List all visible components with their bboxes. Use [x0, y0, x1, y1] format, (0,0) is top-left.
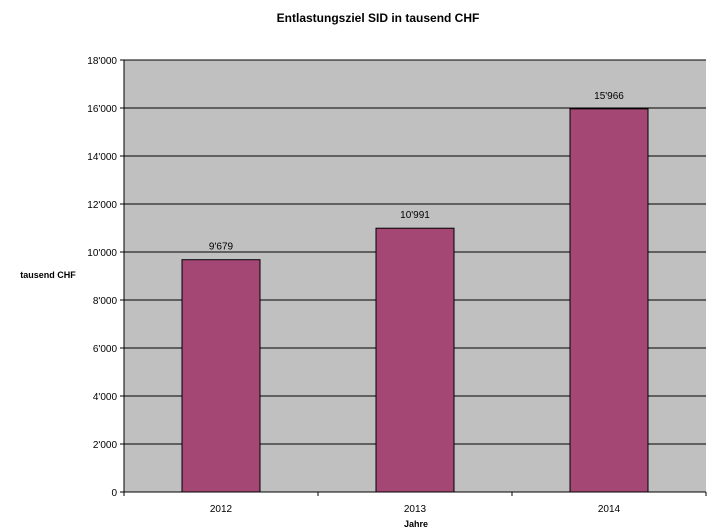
y-tick-label: 6'000 — [93, 344, 118, 355]
bars — [181, 108, 649, 493]
x-axis-title: Jahre — [404, 519, 428, 529]
x-tick-label: 2014 — [598, 504, 621, 515]
y-axis-ticks: 0 2'000 4'000 6'000 8'000 10'000 12'000 14'000 1… — [87, 56, 117, 499]
y-tick-label: 4'000 — [93, 392, 118, 403]
bar — [569, 108, 649, 493]
axes — [120, 59, 707, 496]
data-label: 9'679 — [209, 242, 234, 253]
y-tick-label: 14'000 — [87, 152, 117, 163]
y-axis-title: tausend CHF — [20, 270, 76, 280]
y-tick-label: 10'000 — [87, 248, 117, 259]
y-tick-label: 0 — [111, 488, 117, 499]
y-tick-label: 16'000 — [87, 104, 117, 115]
data-labels: 9'679 10'991 15'966 — [209, 91, 624, 253]
y-tick-label: 18'000 — [87, 56, 117, 67]
y-tick-label: 12'000 — [87, 200, 117, 211]
bar — [375, 227, 455, 493]
x-axis-ticks: 2012 2013 2014 — [210, 504, 621, 515]
y-tick-label: 8'000 — [93, 296, 118, 307]
x-tick-label: 2013 — [404, 504, 427, 515]
x-tick-label: 2012 — [210, 504, 233, 515]
y-tick-label: 2'000 — [93, 440, 118, 451]
data-label: 15'966 — [594, 91, 624, 102]
chart-title: Entlastungsziel SID in tausend CHF — [277, 11, 480, 25]
data-label: 10'991 — [400, 210, 430, 221]
bar — [181, 259, 261, 493]
